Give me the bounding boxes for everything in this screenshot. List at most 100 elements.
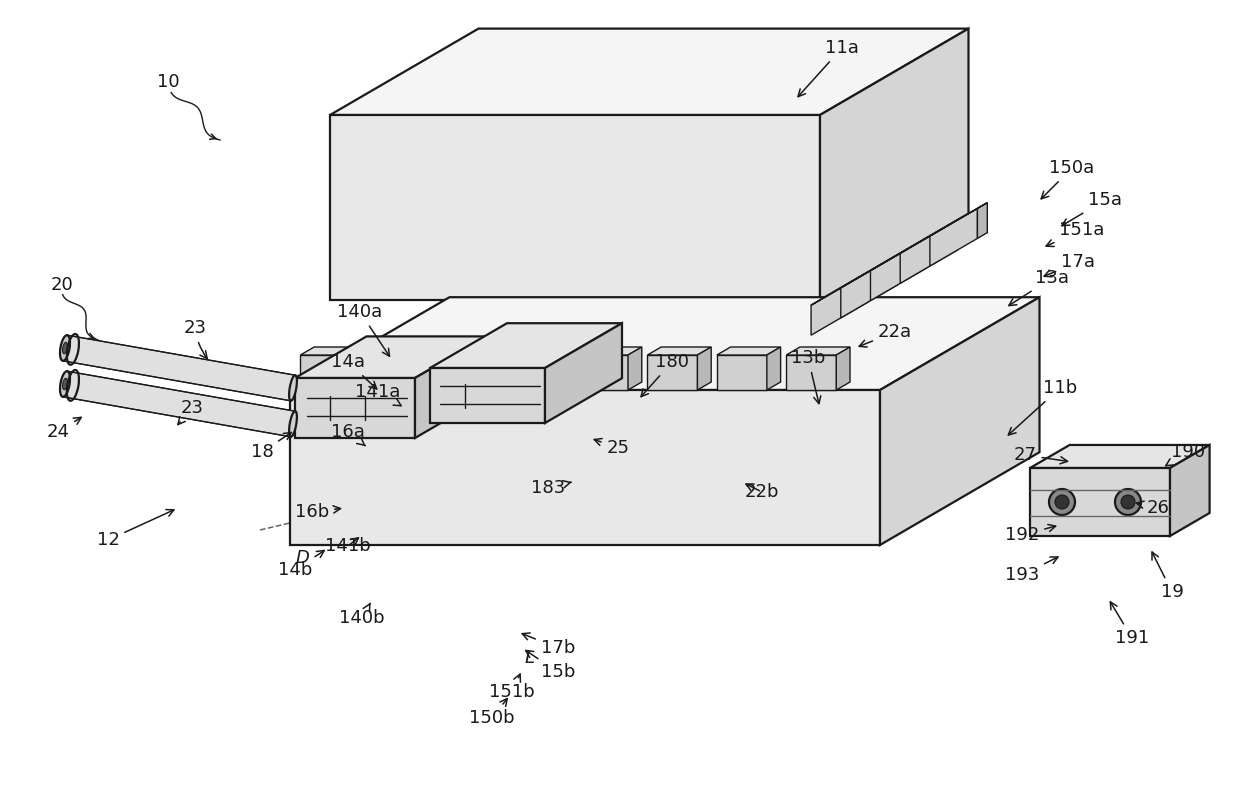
Polygon shape bbox=[490, 347, 503, 390]
Text: 15b: 15b bbox=[526, 650, 575, 681]
Text: 14a: 14a bbox=[331, 353, 377, 389]
Text: 150b: 150b bbox=[469, 698, 515, 727]
Text: 17a: 17a bbox=[1044, 253, 1095, 277]
Polygon shape bbox=[870, 237, 928, 271]
Text: 11a: 11a bbox=[799, 39, 859, 97]
Polygon shape bbox=[559, 347, 573, 390]
Text: 151a: 151a bbox=[1047, 221, 1105, 247]
Text: 20: 20 bbox=[51, 276, 73, 294]
Polygon shape bbox=[330, 28, 968, 115]
Text: 24: 24 bbox=[47, 418, 81, 441]
Ellipse shape bbox=[1121, 495, 1135, 509]
Polygon shape bbox=[439, 355, 490, 390]
Ellipse shape bbox=[289, 375, 296, 401]
Polygon shape bbox=[330, 115, 820, 300]
Text: 22b: 22b bbox=[745, 483, 779, 501]
Text: 16b: 16b bbox=[295, 503, 341, 521]
Text: 10: 10 bbox=[156, 73, 180, 91]
Text: 191: 191 bbox=[1110, 602, 1149, 647]
Text: 15a: 15a bbox=[1061, 191, 1122, 225]
Text: 13b: 13b bbox=[791, 349, 825, 404]
Polygon shape bbox=[811, 272, 868, 305]
Ellipse shape bbox=[1115, 489, 1141, 515]
Text: 25: 25 bbox=[594, 439, 630, 457]
Polygon shape bbox=[841, 260, 888, 318]
Text: 16a: 16a bbox=[331, 423, 365, 446]
Polygon shape bbox=[1030, 468, 1171, 536]
Text: 23: 23 bbox=[184, 319, 207, 358]
Text: 150a: 150a bbox=[1042, 159, 1095, 199]
Polygon shape bbox=[786, 347, 851, 355]
Polygon shape bbox=[63, 371, 295, 437]
Polygon shape bbox=[430, 368, 546, 423]
Ellipse shape bbox=[62, 378, 67, 390]
Polygon shape bbox=[697, 347, 712, 390]
Text: 19: 19 bbox=[1152, 552, 1183, 601]
Polygon shape bbox=[811, 277, 858, 335]
Ellipse shape bbox=[60, 335, 69, 361]
Text: 26: 26 bbox=[1136, 499, 1169, 517]
Polygon shape bbox=[918, 237, 928, 273]
Polygon shape bbox=[888, 255, 898, 290]
Polygon shape bbox=[578, 355, 627, 390]
Text: 11b: 11b bbox=[1008, 379, 1078, 435]
Polygon shape bbox=[841, 255, 898, 288]
Polygon shape bbox=[647, 355, 697, 390]
Text: 27: 27 bbox=[1013, 446, 1068, 464]
Polygon shape bbox=[717, 355, 766, 390]
Polygon shape bbox=[647, 347, 712, 355]
Polygon shape bbox=[290, 390, 880, 545]
Polygon shape bbox=[300, 347, 365, 355]
Polygon shape bbox=[880, 297, 1039, 545]
Polygon shape bbox=[1171, 445, 1209, 536]
Ellipse shape bbox=[289, 411, 296, 437]
Text: 180: 180 bbox=[641, 353, 689, 397]
Text: 141a: 141a bbox=[356, 383, 402, 406]
Polygon shape bbox=[546, 324, 622, 423]
Text: 193: 193 bbox=[1004, 557, 1058, 584]
Polygon shape bbox=[930, 203, 987, 236]
Polygon shape bbox=[420, 347, 434, 390]
Polygon shape bbox=[430, 324, 622, 368]
Polygon shape bbox=[858, 272, 868, 307]
Ellipse shape bbox=[62, 342, 67, 354]
Polygon shape bbox=[870, 243, 918, 301]
Polygon shape bbox=[290, 297, 1039, 390]
Text: 183: 183 bbox=[531, 479, 570, 497]
Polygon shape bbox=[508, 355, 559, 390]
Text: 12: 12 bbox=[97, 509, 174, 549]
Text: D: D bbox=[295, 549, 309, 567]
Polygon shape bbox=[766, 347, 781, 390]
Polygon shape bbox=[300, 355, 351, 390]
Ellipse shape bbox=[1049, 489, 1075, 515]
Polygon shape bbox=[717, 347, 781, 355]
Polygon shape bbox=[786, 355, 836, 390]
Polygon shape bbox=[439, 347, 503, 355]
Polygon shape bbox=[1030, 445, 1209, 468]
Text: 190: 190 bbox=[1166, 443, 1205, 466]
Polygon shape bbox=[295, 378, 415, 438]
Polygon shape bbox=[947, 220, 957, 255]
Polygon shape bbox=[627, 347, 642, 390]
Text: 192: 192 bbox=[1004, 525, 1055, 544]
Polygon shape bbox=[578, 347, 642, 355]
Text: 22a: 22a bbox=[859, 323, 913, 347]
Text: 23: 23 bbox=[177, 399, 203, 425]
Polygon shape bbox=[351, 347, 365, 390]
Text: 141b: 141b bbox=[325, 537, 371, 555]
Polygon shape bbox=[370, 347, 434, 355]
Polygon shape bbox=[508, 347, 573, 355]
Text: 17b: 17b bbox=[522, 633, 575, 657]
Ellipse shape bbox=[60, 371, 69, 397]
Text: 18: 18 bbox=[250, 432, 291, 461]
Polygon shape bbox=[900, 225, 947, 283]
Polygon shape bbox=[820, 28, 968, 300]
Polygon shape bbox=[900, 220, 957, 253]
Text: L: L bbox=[525, 649, 534, 667]
Polygon shape bbox=[977, 203, 987, 238]
Text: 140a: 140a bbox=[337, 303, 389, 356]
Text: 140b: 140b bbox=[340, 603, 384, 627]
Text: 13a: 13a bbox=[1009, 269, 1069, 306]
Polygon shape bbox=[63, 335, 295, 401]
Polygon shape bbox=[370, 355, 420, 390]
